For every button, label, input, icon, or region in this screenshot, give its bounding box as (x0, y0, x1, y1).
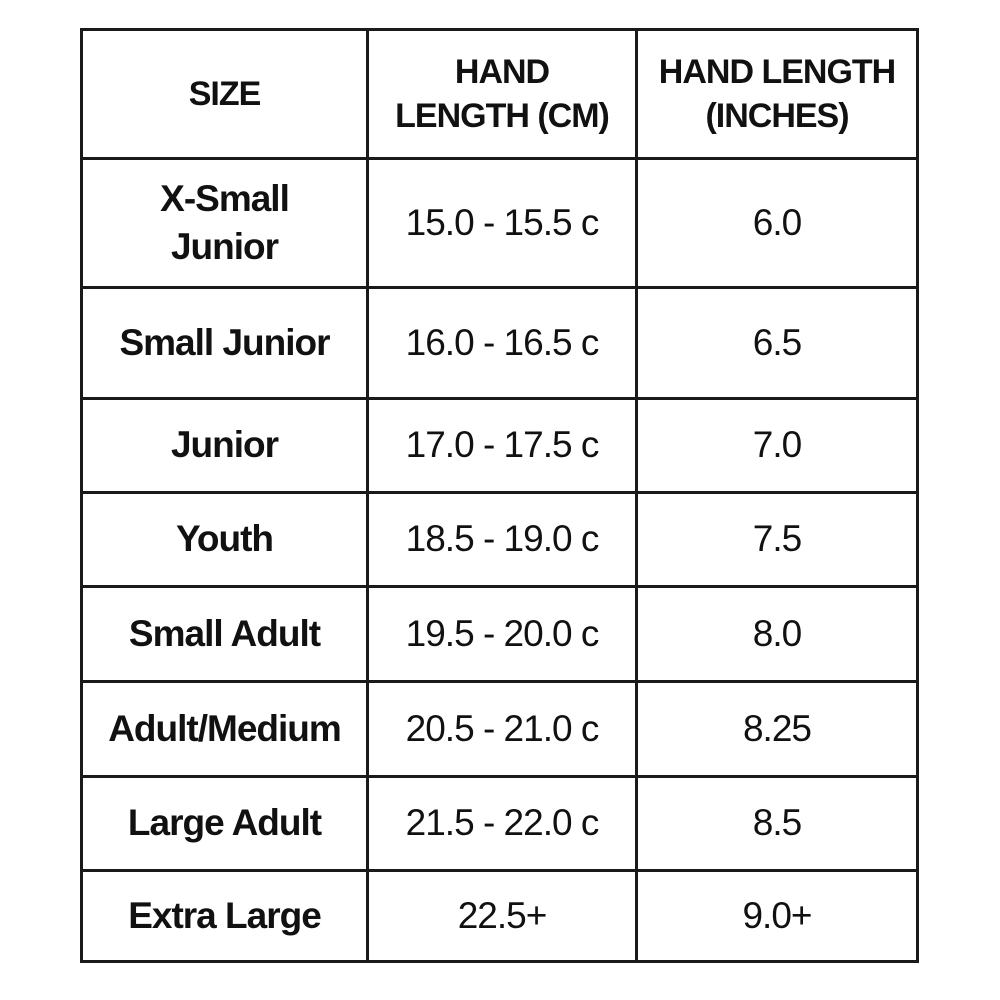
size-cell: Small Adult (80, 585, 369, 683)
value-cell: 20.5 - 21.0 c (366, 680, 638, 778)
table-row: X-Small Junior 15.0 - 15.5 c 6.0 (80, 157, 919, 289)
table-row: Large Adult 21.5 - 22.0 c 8.5 (80, 775, 919, 872)
value-cell: 7.5 (635, 491, 919, 588)
table-row: Extra Large 22.5+ 9.0+ (80, 869, 919, 963)
size-cell: Extra Large (80, 869, 369, 963)
value-cell: 9.0+ (635, 869, 919, 963)
size-cell: Adult/Medium (80, 680, 369, 778)
table-header: SIZE HAND LENGTH (CM) HAND LENGTH (INCHES) (80, 28, 919, 160)
value-cell: 21.5 - 22.0 c (366, 775, 638, 872)
value-cell: 22.5+ (366, 869, 638, 963)
table-row: Adult/Medium 20.5 - 21.0 c 8.25 (80, 680, 919, 778)
value-cell: 8.0 (635, 585, 919, 683)
value-cell: 8.5 (635, 775, 919, 872)
table-row: Small Adult 19.5 - 20.0 c 8.0 (80, 585, 919, 683)
value-cell: 17.0 - 17.5 c (366, 397, 638, 494)
value-cell: 8.25 (635, 680, 919, 778)
value-cell: 15.0 - 15.5 c (366, 157, 638, 289)
value-cell: 19.5 - 20.0 c (366, 585, 638, 683)
size-cell: Large Adult (80, 775, 369, 872)
size-cell: Junior (80, 397, 369, 494)
size-cell: Small Junior (80, 286, 369, 400)
value-cell: 16.0 - 16.5 c (366, 286, 638, 400)
header-cell: HAND LENGTH (INCHES) (635, 28, 919, 160)
size-table: SIZE HAND LENGTH (CM) HAND LENGTH (INCHES)… (80, 28, 919, 963)
table-row: Youth 18.5 - 19.0 c 7.5 (80, 491, 919, 588)
size-cell: X-Small Junior (80, 157, 369, 289)
value-cell: 18.5 - 19.0 c (366, 491, 638, 588)
table-row: Small Junior 16.0 - 16.5 c 6.5 (80, 286, 919, 400)
header-cell: SIZE (80, 28, 369, 160)
value-cell: 6.5 (635, 286, 919, 400)
value-cell: 7.0 (635, 397, 919, 494)
size-cell: Youth (80, 491, 369, 588)
header-row: SIZE HAND LENGTH (CM) HAND LENGTH (INCHES) (80, 28, 919, 160)
table-row: Junior 17.0 - 17.5 c 7.0 (80, 397, 919, 494)
value-cell: 6.0 (635, 157, 919, 289)
table-body: X-Small Junior 15.0 - 15.5 c 6.0 Small Juni… (80, 157, 919, 963)
header-cell: HAND LENGTH (CM) (366, 28, 638, 160)
